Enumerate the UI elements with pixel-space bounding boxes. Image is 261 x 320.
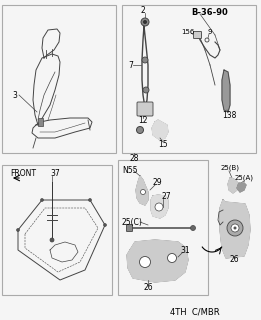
Polygon shape <box>127 240 188 282</box>
FancyBboxPatch shape <box>193 31 201 38</box>
FancyBboxPatch shape <box>127 225 133 231</box>
Text: 29: 29 <box>153 178 163 187</box>
Bar <box>122 5 256 153</box>
Polygon shape <box>237 183 246 192</box>
FancyBboxPatch shape <box>137 102 153 116</box>
Text: 138: 138 <box>222 110 236 119</box>
Text: 25(A): 25(A) <box>235 175 254 181</box>
Text: 37: 37 <box>50 169 60 178</box>
Polygon shape <box>136 176 148 205</box>
Text: 3: 3 <box>12 91 17 100</box>
Circle shape <box>142 57 148 63</box>
Bar <box>2 165 112 295</box>
Text: 9: 9 <box>208 29 212 35</box>
Text: 25(B): 25(B) <box>221 165 240 171</box>
Circle shape <box>50 238 54 242</box>
Circle shape <box>234 227 236 229</box>
Circle shape <box>140 189 145 195</box>
Circle shape <box>231 224 239 232</box>
Polygon shape <box>220 200 250 258</box>
Text: 7: 7 <box>128 60 133 69</box>
Polygon shape <box>228 178 238 193</box>
Text: 26: 26 <box>143 283 153 292</box>
Circle shape <box>137 126 144 133</box>
Circle shape <box>139 257 151 268</box>
Text: 27: 27 <box>162 191 172 201</box>
Text: 15: 15 <box>158 140 168 148</box>
Circle shape <box>227 220 243 236</box>
Circle shape <box>16 228 20 231</box>
Circle shape <box>143 87 149 93</box>
Polygon shape <box>222 70 230 112</box>
Circle shape <box>143 20 147 24</box>
Circle shape <box>40 198 44 202</box>
Text: FRONT: FRONT <box>10 169 36 178</box>
Text: 2: 2 <box>141 5 146 14</box>
Text: N55: N55 <box>122 165 138 174</box>
Text: 4TH  C/MBR: 4TH C/MBR <box>170 308 220 316</box>
Circle shape <box>141 18 149 26</box>
Text: 28: 28 <box>129 154 139 163</box>
Bar <box>118 160 208 295</box>
Text: B-36-90: B-36-90 <box>191 7 228 17</box>
Bar <box>2 5 116 153</box>
Circle shape <box>88 198 92 202</box>
Bar <box>38 118 43 126</box>
Polygon shape <box>151 195 168 218</box>
Text: 25(C): 25(C) <box>122 218 143 227</box>
Text: 12: 12 <box>138 116 147 124</box>
Circle shape <box>168 253 176 262</box>
Text: 26: 26 <box>230 255 240 265</box>
Text: 156: 156 <box>181 29 194 35</box>
Circle shape <box>104 223 106 227</box>
Polygon shape <box>152 120 168 140</box>
Circle shape <box>155 203 163 211</box>
Circle shape <box>191 226 195 230</box>
Text: 31: 31 <box>180 245 190 254</box>
